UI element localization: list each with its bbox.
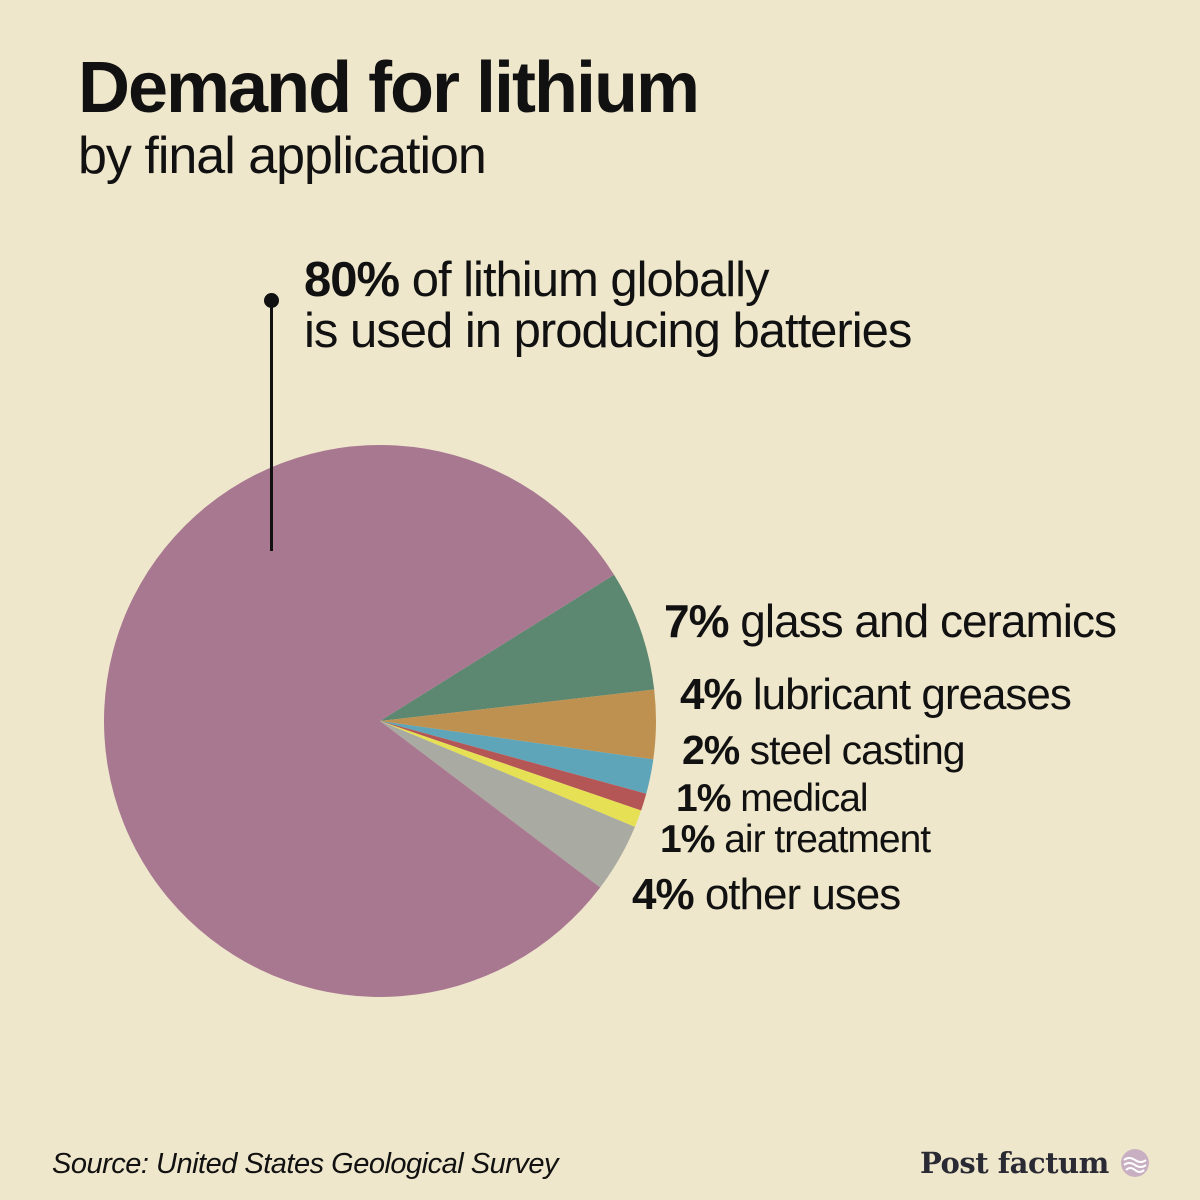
callout-leader-dot [264, 293, 279, 308]
batteries-callout: 80% of lithium globally is used in produ… [304, 253, 912, 358]
pie-slice-medical [380, 721, 647, 811]
brand-name: Post factum [920, 1146, 1109, 1180]
slice-label-lubricant-greases: 4% lubricant greases [680, 670, 1072, 719]
slice-label-medical: 1% medical [676, 777, 869, 820]
slice-label-text: other uses [693, 870, 901, 919]
pie-slice-batteries [104, 444, 615, 997]
slice-label-percentage: 4% [680, 670, 743, 719]
pie-slice-glass-and-ceramics [380, 574, 655, 721]
pie-slice-air-treatment [380, 721, 642, 827]
slice-label-glass-and-ceramics: 7% glass and ceramics [664, 595, 1117, 647]
slice-label-text: steel casting [739, 727, 966, 773]
slice-label-text: lubricant greases [741, 670, 1072, 719]
pie-slice-other-uses [380, 721, 635, 888]
slice-label-other-uses: 4% other uses [632, 870, 901, 919]
slice-label-percentage: 2% [682, 727, 740, 773]
slice-label-text: glass and ceramics [728, 595, 1117, 647]
brand-logo-icon [1121, 1149, 1149, 1177]
chart-title: Demand for lithium [78, 48, 700, 128]
slice-label-percentage: 1% [660, 818, 715, 861]
slice-label-air-treatment: 1% air treatment [660, 818, 931, 861]
callout-text-line1: of lithium globally [399, 253, 770, 307]
slice-label-text: medical [730, 777, 868, 820]
slice-label-percentage: 7% [664, 595, 729, 647]
callout-leader-line [270, 300, 273, 551]
pie-slice-steel-casting [380, 721, 654, 794]
callout-text-line2: is used in producing batteries [304, 304, 912, 358]
slice-label-percentage: 4% [632, 870, 695, 919]
slice-label-steel-casting: 2% steel casting [682, 727, 966, 773]
source-note: Source: United States Geological Survey [52, 1148, 559, 1180]
slice-label-percentage: 1% [676, 777, 731, 820]
callout-percentage: 80% [304, 253, 400, 307]
pie-slice-lubricant-greases [380, 689, 656, 760]
chart-subtitle: by final application [78, 127, 487, 185]
slice-label-text: air treatment [714, 818, 931, 861]
